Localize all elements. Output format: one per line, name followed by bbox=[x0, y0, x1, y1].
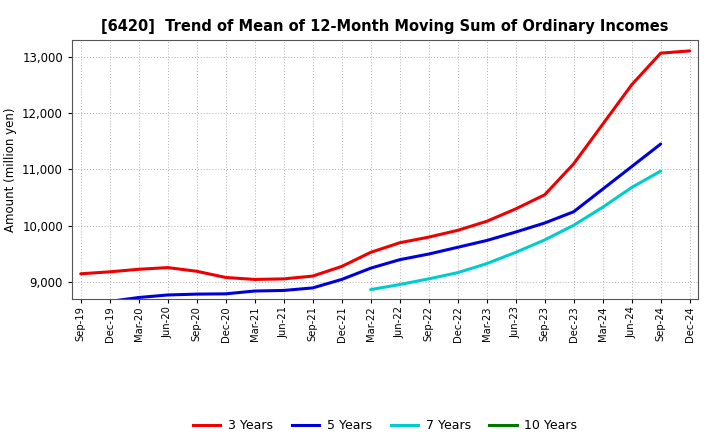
Legend: 3 Years, 5 Years, 7 Years, 10 Years: 3 Years, 5 Years, 7 Years, 10 Years bbox=[188, 414, 582, 437]
Y-axis label: Amount (million yen): Amount (million yen) bbox=[4, 107, 17, 231]
Title: [6420]  Trend of Mean of 12-Month Moving Sum of Ordinary Incomes: [6420] Trend of Mean of 12-Month Moving … bbox=[102, 19, 669, 34]
